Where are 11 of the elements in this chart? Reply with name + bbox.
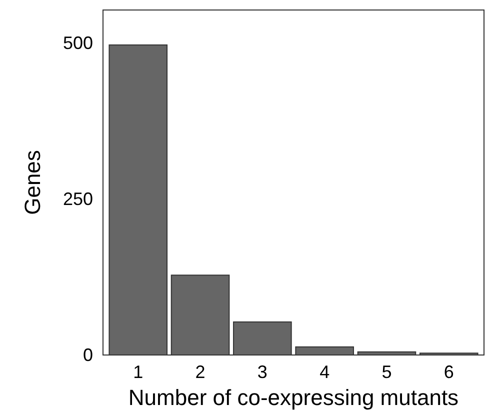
x-tick-label: 6 [444,362,454,382]
y-tick-label: 500 [62,32,93,53]
x-tick-label: 4 [320,362,330,382]
x-tick-label: 3 [257,362,268,382]
x-tick-label: 5 [382,362,392,382]
y-tick-label: 0 [82,344,93,365]
x-tick-label: 1 [133,362,144,382]
y-axis-title: Genes [20,150,45,215]
y-tick-label: 250 [62,188,93,209]
x-tick-label: 2 [195,362,206,382]
x-axis-title: Number of co-expressing mutants [128,385,459,410]
